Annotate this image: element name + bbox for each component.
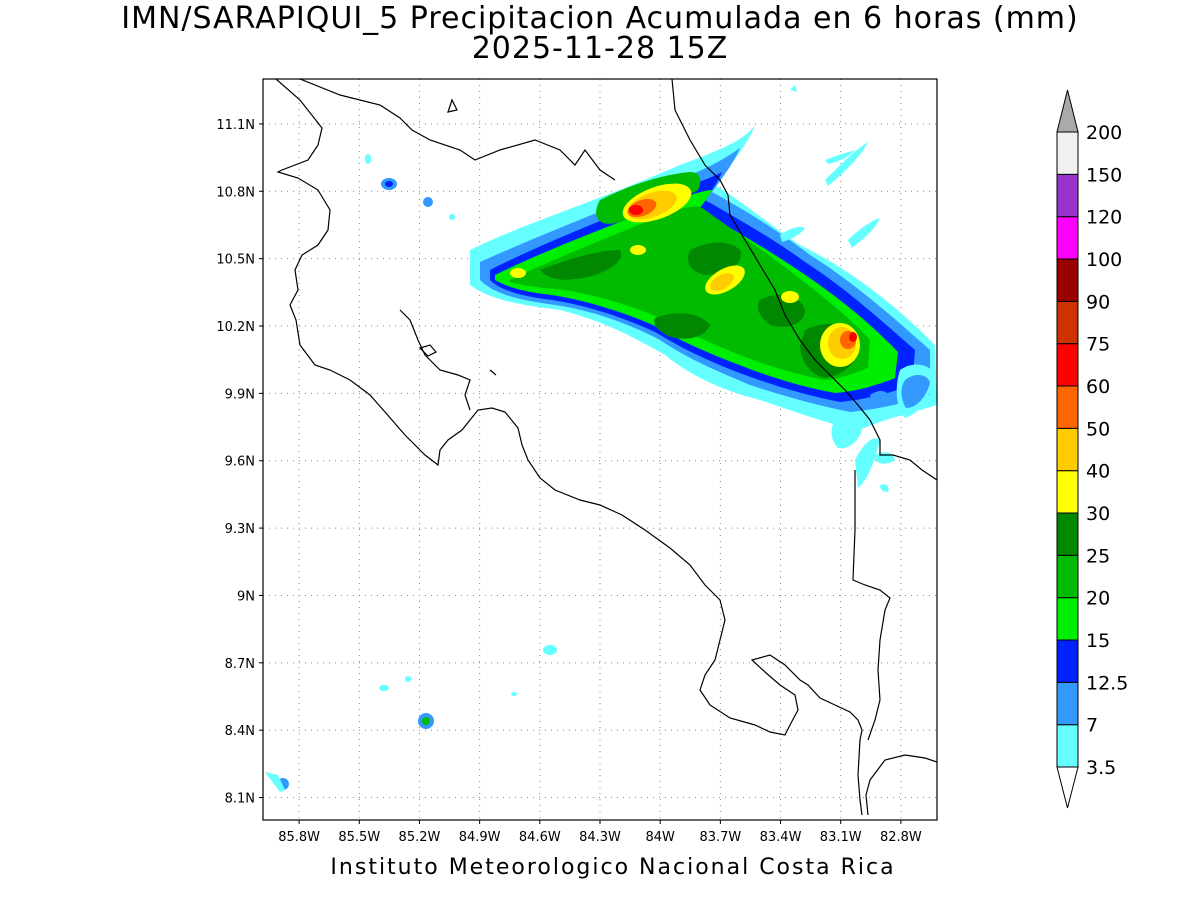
lon-tick-label: 83.1W [820,830,862,845]
lon-tick-label: 85.2W [399,830,441,845]
colorbar-max-arrow [1056,89,1079,133]
lon-tick-label: 84.9W [459,830,501,845]
colorbar-swatch [1056,512,1079,556]
precip-field [470,125,937,430]
colorbar-swatch [1056,300,1079,345]
lat-tick-label: 8.7N [225,657,255,672]
lon-tick-label: 85.5W [338,830,380,845]
lon-tick-label: 83.7W [699,830,741,845]
precip-cores [510,183,860,367]
colorbar-legend: 3.5 7 12.5 15 20 25 30 40 50 60 75 90 100 120 150 200 [1056,89,1128,809]
colorbar-label: 75 [1086,334,1110,356]
colorbar-swatch [1056,681,1079,726]
colorbar-swatch [1056,639,1079,683]
lon-tick-label: 83.4W [760,830,802,845]
colorbar-swatch [1056,216,1079,260]
lat-tick-label: 10.5N [216,253,255,268]
lat-tick-label: 9.9N [225,387,255,402]
scattered-cells [265,85,935,792]
colorbar-swatch [1056,131,1079,175]
lat-tick-label: 10.2N [216,320,255,335]
lon-tick-label: 84.3W [579,830,621,845]
colorbar-label: 20 [1086,588,1110,610]
colorbar-label: 50 [1086,418,1110,440]
colorbar-label: 15 [1086,630,1110,652]
colorbar-min-arrow [1056,766,1079,809]
colorbar-label: 120 [1086,207,1122,229]
colorbar-swatch [1056,385,1079,429]
colorbar-label: 100 [1086,249,1122,271]
lat-tick-label: 10.8N [216,185,255,200]
lat-tick-label: 9.6N [225,455,255,470]
lon-tick-label: 82.8W [880,830,922,845]
map-title: IMN/SARAPIQUI_5 Precipitacion Acumulada … [121,1,1079,36]
lat-tick-label: 8.1N [225,792,255,807]
colorbar-label: 3.5 [1086,757,1116,779]
lat-tick-label: 9N [237,589,255,604]
colorbar-label: 40 [1086,461,1110,483]
lon-tick-label: 85.8W [278,830,320,845]
colorbar-label: 25 [1086,545,1110,567]
colorbar-swatch [1056,554,1079,599]
colorbar-swatch [1056,724,1079,768]
institution-footer: Instituto Meteorologico Nacional Costa R… [330,855,896,880]
lat-tick-label: 8.4N [225,724,255,739]
colorbar-label: 150 [1086,164,1122,186]
colorbar-swatch [1056,173,1079,218]
colorbar-label: 60 [1086,376,1110,398]
lon-tick-label: 84W [645,830,675,845]
colorbar-label: 200 [1086,122,1122,144]
colorbar-label: 90 [1086,291,1110,313]
colorbar-swatch [1056,597,1079,641]
colorbar-label: 30 [1086,503,1110,525]
map-area [263,79,937,820]
colorbar-swatch [1056,427,1079,472]
colorbar-swatch [1056,470,1079,514]
latitude-axis: 8.1N 8.4N 8.7N 9N 9.3N 9.6N 9.9N 10.2N 10.5N 10.8… [216,118,263,807]
colorbar-swatch [1056,343,1079,387]
map-datetime: 2025-11-28 15Z [471,31,729,66]
lat-tick-label: 9.3N [225,522,255,537]
colorbar-label: 12.5 [1086,672,1128,694]
lon-tick-label: 84.6W [519,830,561,845]
country-borders [489,194,937,741]
longitude-axis: 85.8W 85.5W 85.2W 84.9W 84.6W 84.3W 84W 83.7W 83… [278,820,922,845]
colorbar-label: 7 [1086,715,1098,737]
colorbar-swatch [1056,258,1079,302]
lat-tick-label: 11.1N [216,118,255,133]
coastlines [275,79,937,816]
